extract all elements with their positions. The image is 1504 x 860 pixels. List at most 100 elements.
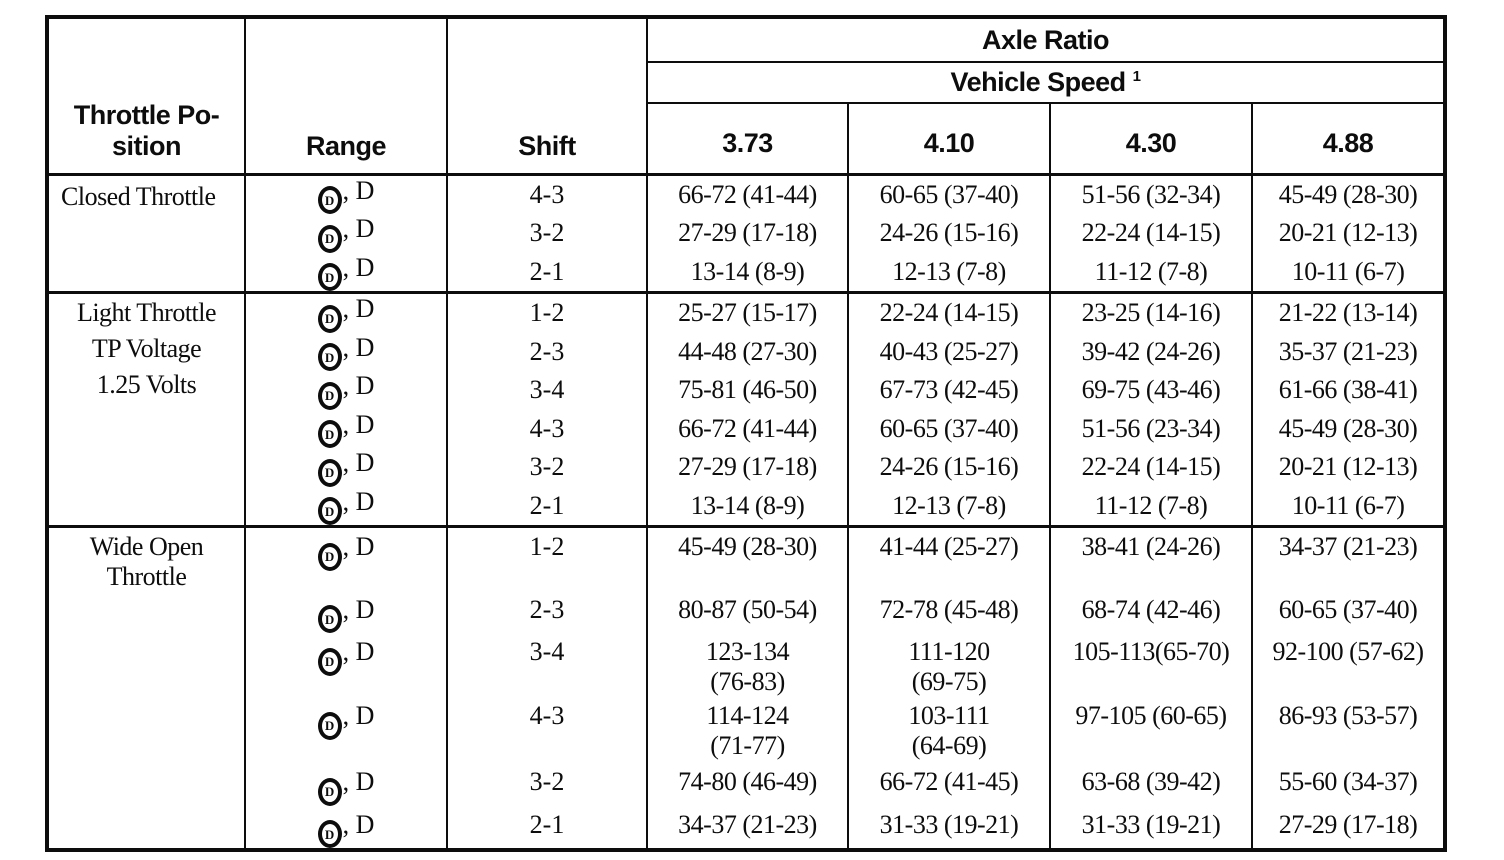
speed-cell: 27-29 (17-18) <box>1250 805 1447 850</box>
speed-cell: 80-87 (50-54) <box>646 590 849 633</box>
section-closed-throttle: Closed Throttle D, D 4-3 66-72 (41-44) 6… <box>46 172 1447 293</box>
table-row: D, D 4-3 114-124 (71-77) 103-111 (64-69)… <box>47 697 1447 763</box>
speed-cell: 44-48 (27-30) <box>646 332 849 371</box>
range-cell: D, D <box>244 332 448 371</box>
overdrive-circle-d-icon: D <box>317 711 342 740</box>
range-drive-label: , D <box>342 448 375 477</box>
range-cell: D, D <box>244 291 448 333</box>
section-light-throttle: Light Throttle TP Voltage 1.25 Volts D, … <box>46 291 1447 527</box>
shift-cell: 1-2 <box>446 525 648 591</box>
speed-cell: 66-72 (41-44) <box>646 172 849 214</box>
shift-cell: 3-2 <box>446 763 648 806</box>
speed-cell: 67-73 (42-45) <box>847 371 1051 410</box>
speed-cell: 13-14 (8-9) <box>646 486 849 527</box>
speed-cell: 31-33 (19-21) <box>847 805 1051 850</box>
speed-cell: 63-68 (39-42) <box>1049 763 1253 806</box>
table-row: Closed Throttle D, D 4-3 66-72 (41-44) 6… <box>46 172 1447 293</box>
range-drive-label: , D <box>342 532 375 561</box>
overdrive-circle-d-icon: D <box>317 381 342 410</box>
table-row: D, D 3-2 27-29 (17-18) 24-26 (15-16) 22-… <box>47 214 1447 253</box>
shift-cell: 4-3 <box>446 409 648 448</box>
overdrive-circle-d-icon: D <box>317 777 342 806</box>
speed-cell: 97-105 (60-65) <box>1049 697 1253 763</box>
range-drive-label: , D <box>342 767 375 796</box>
speed-cell: 60-65 (37-40) <box>847 172 1051 214</box>
speed-cell: 34-37 (21-23) <box>646 805 849 850</box>
range-drive-label: , D <box>342 175 375 205</box>
speed-cell: 60-65 (37-40) <box>847 409 1051 448</box>
range-drive-label: , D <box>342 332 375 362</box>
speed-cell: 38-41 (24-26) <box>1049 525 1253 591</box>
table-row: D, D 3-4 123-134 (76-83) 111-120 (69-75)… <box>47 633 1447 697</box>
speed-cell: 31-33 (19-21) <box>1049 805 1253 850</box>
speed-cell: 74-80 (46-49) <box>646 763 849 806</box>
table-row: D, D 2-1 13-14 (8-9) 12-13 (7-8) 11-12 (… <box>47 486 1447 527</box>
column-header-ratio-488: 4.88 <box>1250 103 1447 176</box>
speed-cell: 41-44 (25-27) <box>847 525 1051 591</box>
table-row: D, D 3-2 74-80 (46-49) 66-72 (41-45) 63-… <box>47 763 1447 806</box>
speed-cell: 24-26 (15-16) <box>847 448 1051 487</box>
table-row: D, D 2-3 44-48 (27-30) 40-43 (25-27) 39-… <box>47 332 1447 371</box>
range-drive-label: , D <box>342 486 375 516</box>
range-cell: D, D <box>244 486 448 527</box>
range-cell: D, D <box>244 172 448 214</box>
speed-cell: 11-12 (7-8) <box>1049 252 1253 293</box>
speed-cell: 35-37 (21-23) <box>1250 332 1447 371</box>
speed-cell: 75-81 (46-50) <box>646 371 849 410</box>
speed-cell: 27-29 (17-18) <box>646 448 849 487</box>
section-label-light-throttle: Light Throttle TP Voltage 1.25 Volts <box>46 291 246 527</box>
range-drive-label: , D <box>342 371 375 400</box>
range-drive-label: , D <box>342 701 375 730</box>
column-header-shift: Shift <box>446 17 648 176</box>
range-cell: D, D <box>244 633 448 697</box>
speed-cell: 55-60 (34-37) <box>1250 763 1447 806</box>
range-drive-label: , D <box>342 594 375 624</box>
speed-cell: 123-134 (76-83) <box>646 633 849 697</box>
speed-cell: 27-29 (17-18) <box>646 214 849 253</box>
speed-cell: 22-24 (14-15) <box>1049 448 1253 487</box>
shift-cell: 2-1 <box>446 805 648 850</box>
shift-cell: 3-2 <box>446 214 648 253</box>
shift-cell: 2-1 <box>446 486 648 527</box>
speed-cell: 105-113(65-70) <box>1049 633 1253 697</box>
speed-cell: 111-120 (69-75) <box>847 633 1051 697</box>
overdrive-circle-d-icon: D <box>317 186 342 214</box>
table-row: D, D 4-3 66-72 (41-44) 60-65 (37-40) 51-… <box>47 409 1447 448</box>
overdrive-circle-d-icon: D <box>317 224 342 253</box>
table-header-row-3: 3.73 4.10 4.30 4.88 <box>47 103 1447 176</box>
range-cell: D, D <box>244 214 448 253</box>
column-header-range: Range <box>244 17 448 176</box>
speed-cell: 66-72 (41-45) <box>847 763 1051 806</box>
shift-cell: 3-4 <box>446 633 648 697</box>
speed-cell: 12-13 (7-8) <box>847 252 1051 293</box>
shift-cell: 4-3 <box>446 697 648 763</box>
speed-cell: 11-12 (7-8) <box>1049 486 1253 527</box>
range-cell: D, D <box>244 252 448 293</box>
overdrive-circle-d-icon: D <box>317 263 342 291</box>
speed-cell: 114-124 (71-77) <box>646 697 849 763</box>
overdrive-circle-d-icon: D <box>317 458 342 487</box>
speed-cell: 61-66 (38-41) <box>1250 371 1447 410</box>
speed-cell: 86-93 (53-57) <box>1250 697 1447 763</box>
range-cell: D, D <box>244 697 448 763</box>
range-cell: D, D <box>244 525 448 591</box>
overdrive-circle-d-icon: D <box>317 343 342 371</box>
overdrive-circle-d-icon: D <box>317 497 342 525</box>
column-header-axle-ratio: Axle Ratio <box>645 17 1447 63</box>
range-drive-label: , D <box>342 252 375 282</box>
speed-cell: 25-27 (15-17) <box>646 291 849 333</box>
speed-cell: 10-11 (6-7) <box>1250 252 1447 293</box>
speed-cell: 51-56 (23-34) <box>1049 409 1253 448</box>
column-header-ratio-373: 3.73 <box>646 103 849 176</box>
column-header-vehicle-speed: Vehicle Speed 1 <box>645 62 1447 104</box>
speed-cell: 24-26 (15-16) <box>847 214 1051 253</box>
range-cell: D, D <box>244 409 448 448</box>
range-drive-label: , D <box>342 809 375 839</box>
overdrive-circle-d-icon: D <box>317 605 342 633</box>
table-row: Wide Open Throttle D, D 1-2 45-49 (28-30… <box>46 525 1447 850</box>
footnote-marker: 1 <box>1132 68 1141 85</box>
speed-cell: 21-22 (13-14) <box>1250 291 1447 333</box>
range-drive-label: , D <box>342 294 375 324</box>
range-cell: D, D <box>244 805 448 850</box>
